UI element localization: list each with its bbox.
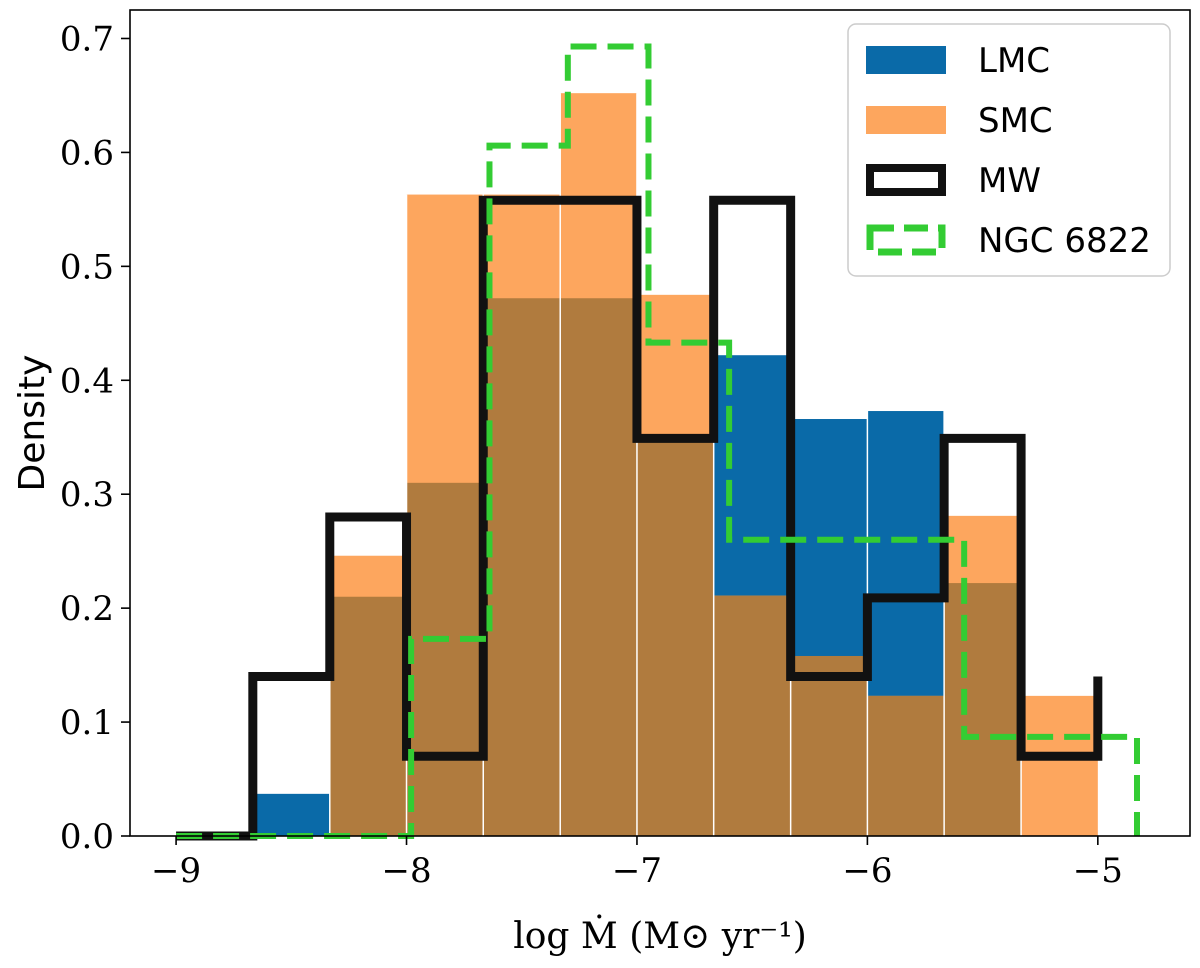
y-axis-ticks: 0.0 0.1 0.2 0.3 0.4 0.5 0.6 0.7 xyxy=(60,19,130,857)
overlap-bar-8 xyxy=(790,655,868,836)
x-tick-label-2: −7 xyxy=(612,851,662,891)
x-axis-ticks: −9 −8 −7 −6 −5 xyxy=(151,836,1123,891)
legend-swatch-mw xyxy=(866,164,946,196)
x-tick-label-1: −8 xyxy=(381,851,431,891)
mw-step-outline xyxy=(176,195,1103,841)
x-tick-label-4: −5 xyxy=(1073,851,1123,891)
overlap-bar-9 xyxy=(867,695,945,836)
legend: LMC SMC MW NGC 6822 xyxy=(847,23,1171,277)
ngc6822-step-line xyxy=(176,43,1140,839)
overlap-bars xyxy=(329,298,1022,837)
y-tick-label-3: 0.3 xyxy=(60,475,114,515)
x-axis-label: log Ṁ (M⊙ yr⁻¹) xyxy=(513,915,807,957)
ngc6822-step-outline xyxy=(176,43,1140,839)
legend-box xyxy=(847,23,1171,277)
legend-label-smc: SMC xyxy=(978,101,1053,141)
overlap-bar-4 xyxy=(483,298,561,837)
overlap-bar-7 xyxy=(713,595,791,836)
y-tick-label-6: 0.6 xyxy=(60,133,114,173)
y-tick-label-1: 0.1 xyxy=(60,703,114,743)
overlap-bar-3 xyxy=(406,482,484,836)
legend-label-lmc: LMC xyxy=(978,41,1050,81)
y-tick-label-4: 0.4 xyxy=(60,361,114,401)
y-tick-label-2: 0.2 xyxy=(60,589,114,629)
mw-step-line xyxy=(176,195,1103,841)
smc-bar-11 xyxy=(1021,695,1098,836)
legend-label-mw: MW xyxy=(978,161,1041,201)
legend-label-ngc6822: NGC 6822 xyxy=(978,221,1151,261)
lmc-bar-1 xyxy=(252,793,330,836)
plot-frame xyxy=(129,9,1191,837)
overlap-bar-6 xyxy=(636,437,714,836)
x-tick-label-0: −9 xyxy=(151,851,201,891)
overlap-bar-10 xyxy=(944,583,1022,836)
overlap-bar-5 xyxy=(560,298,637,837)
legend-swatch-ngc6822 xyxy=(866,224,946,256)
y-tick-label-5: 0.5 xyxy=(60,247,114,287)
x-tick-label-3: −6 xyxy=(842,851,892,891)
y-tick-label-0: 0.0 xyxy=(60,817,114,857)
overlap-bar-2 xyxy=(329,596,407,836)
y-tick-label-7: 0.7 xyxy=(60,19,114,59)
legend-swatch-smc xyxy=(866,106,946,134)
legend-swatch-lmc xyxy=(866,46,946,74)
y-axis-label: Density xyxy=(12,355,53,492)
